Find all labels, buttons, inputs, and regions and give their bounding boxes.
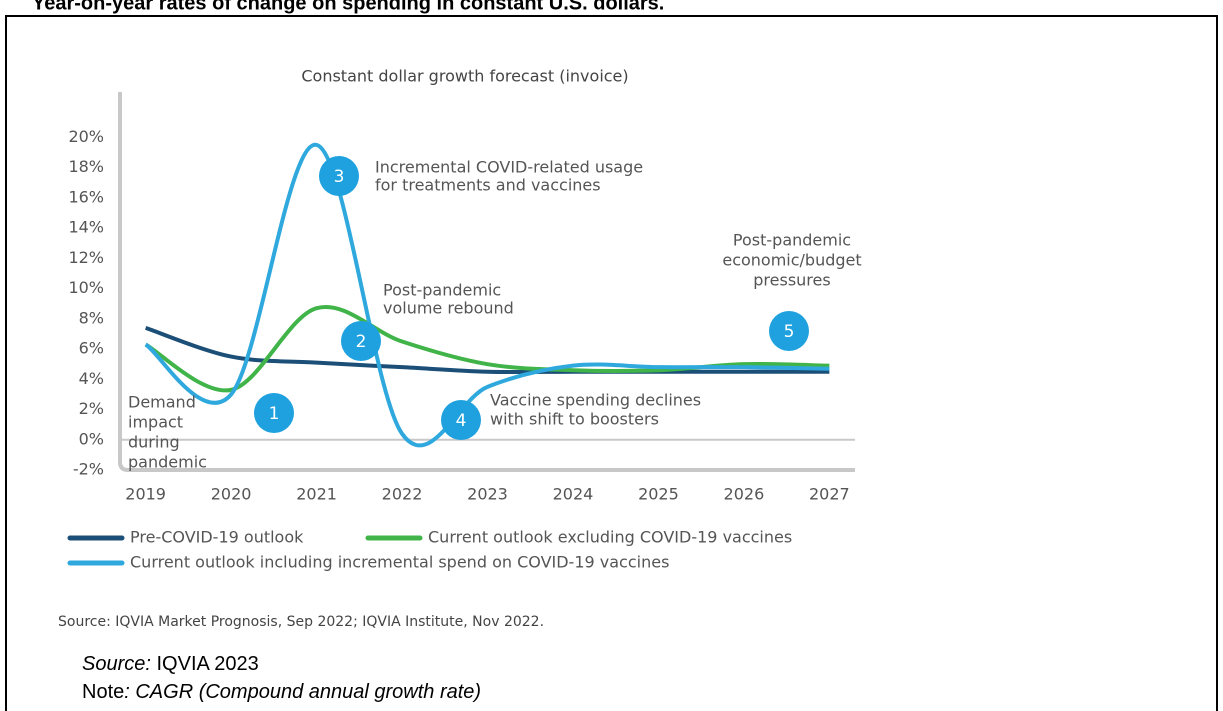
annotation: economic/budget [722, 251, 861, 270]
legend-label: Current outlook excluding COVID-19 vacci… [428, 528, 792, 547]
y-tick-label: 14% [68, 218, 104, 237]
annotation: Vaccine spending declines [490, 391, 701, 410]
annotation: pressures [753, 271, 830, 290]
series-line [144, 142, 830, 448]
annotation: with shift to boosters [490, 410, 659, 429]
x-tick-label: 2020 [211, 485, 252, 504]
x-tick-label: 2027 [809, 485, 850, 504]
y-tick-label: 16% [68, 187, 104, 206]
x-tick-label: 2026 [724, 485, 765, 504]
y-tick-label: 8% [79, 308, 104, 327]
annotation: pandemic [128, 453, 207, 472]
annotation: Demand [128, 393, 196, 412]
y-tick-label: 12% [68, 248, 104, 267]
y-tick-label: 0% [79, 429, 104, 448]
y-axis [118, 92, 855, 472]
marker-circle [341, 321, 381, 361]
annotation: during [128, 433, 180, 452]
source-text: IQVIA 2023 [157, 653, 259, 675]
marker-number: 1 [269, 404, 280, 424]
marker-number: 5 [784, 322, 795, 342]
marker-number: 2 [356, 332, 367, 352]
marker-number: 3 [334, 167, 345, 187]
annotation: for treatments and vaccines [375, 176, 601, 195]
x-tick-label: 2024 [553, 485, 594, 504]
marker-number: 4 [456, 411, 467, 431]
chart-source: Source: IQVIA Market Prognosis, Sep 2022… [58, 614, 544, 630]
frame [5, 15, 1218, 711]
marker-circle [441, 400, 481, 440]
x-tick-label: 2019 [125, 485, 166, 504]
x-tick-label: 2022 [382, 485, 423, 504]
annotation: Post-pandemic [733, 231, 851, 250]
y-tick-label: 4% [79, 369, 104, 388]
y-tick-label: 6% [79, 339, 104, 358]
note-label: Note [82, 681, 124, 703]
legend-label: Pre-COVID-19 outlook [130, 528, 304, 547]
legend-label: Current outlook including incremental sp… [130, 553, 669, 572]
x-tick-label: 2025 [638, 485, 679, 504]
x-tick-label: 2021 [296, 485, 337, 504]
y-tick-label: 18% [68, 157, 104, 176]
marker-circle [319, 156, 359, 196]
source-line: Source: IQVIA 2023 [82, 653, 259, 675]
x-tick-label: 2023 [467, 485, 508, 504]
series-line [145, 325, 830, 375]
y-tick-label: 2% [79, 399, 104, 418]
y-tick-label: 10% [68, 278, 104, 297]
note-line: Note: CAGR (Compound annual growth rate) [82, 681, 481, 703]
marker-circle [254, 393, 294, 433]
marker-circle [769, 311, 809, 351]
annotation: impact [128, 413, 183, 432]
y-tick-label: 20% [68, 127, 104, 146]
annotation: Incremental COVID-related usage [375, 158, 643, 177]
annotation: volume rebound [383, 299, 514, 318]
y-tick-label: -2% [73, 460, 104, 479]
annotation: Post-pandemic [383, 281, 501, 300]
header: Year-on-year rates of change on spending… [32, 0, 664, 14]
chart-title: Constant dollar growth forecast (invoice… [301, 67, 628, 86]
note-text: : CAGR (Compound annual growth rate) [124, 681, 481, 703]
source-label: Source: [82, 653, 151, 675]
